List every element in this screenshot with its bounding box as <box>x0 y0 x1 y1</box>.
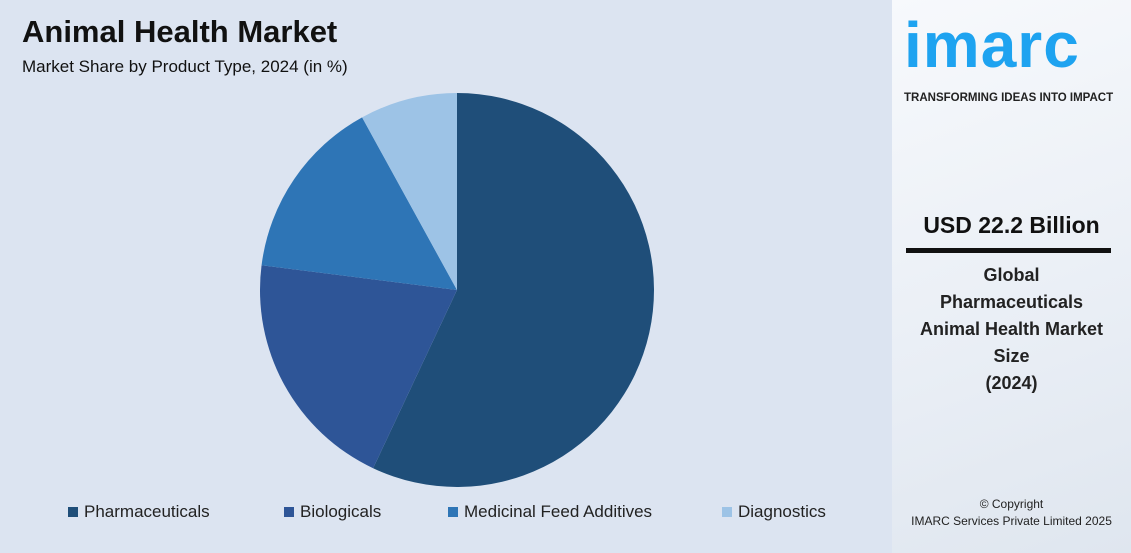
divider <box>906 248 1111 253</box>
legend-label: Diagnostics <box>738 502 826 521</box>
market-value: USD 22.2 Billion <box>923 212 1100 238</box>
company-name: IMARC Services Private Limited 2025 <box>911 514 1112 528</box>
pie-slice-biologicals <box>260 265 457 469</box>
legend-swatch <box>722 507 732 517</box>
pie-slice-diagnostics <box>362 93 457 290</box>
desc-line: Global <box>983 265 1040 285</box>
copyright: © Copyright IMARC Services Private Limit… <box>892 496 1131 530</box>
legend-item: Biologicals <box>284 502 381 522</box>
legend-label: Biologicals <box>300 502 382 521</box>
imarc-logo: imarc <box>904 9 1080 81</box>
market-description: Global Pharmaceuticals Animal Health Mar… <box>892 262 1131 397</box>
brand-tagline: TRANSFORMING IDEAS INTO IMPACT <box>904 92 1114 104</box>
copyright-label: © Copyright <box>979 497 1044 511</box>
info-panel: imarc TRANSFORMING IDEAS INTO IMPACT USD… <box>892 0 1131 553</box>
chart-subtitle: Market Share by Product Type, 2024 (in %… <box>22 57 348 76</box>
desc-line: Animal Health Market <box>919 319 1104 339</box>
legend-swatch <box>284 507 294 517</box>
desc-line: Pharmaceuticals <box>939 292 1084 312</box>
legend-item: Medicinal Feed Additives <box>448 502 652 522</box>
pie-chart <box>260 93 655 488</box>
desc-line: Size <box>993 346 1030 366</box>
legend-item: Diagnostics <box>722 502 826 522</box>
pie-slice-pharmaceuticals <box>373 93 655 488</box>
legend-label: Pharmaceuticals <box>84 502 210 521</box>
legend-label: Medicinal Feed Additives <box>464 502 653 521</box>
legend-swatch <box>68 507 78 517</box>
pie-slice-medicinal-feed-additives <box>261 117 457 290</box>
desc-line: (2024) <box>985 373 1038 393</box>
legend-swatch <box>448 507 458 517</box>
chart-panel: Animal Health Market Market Share by Pro… <box>0 0 892 553</box>
chart-title: Animal Health Market <box>22 14 338 49</box>
legend-item: Pharmaceuticals <box>68 502 210 522</box>
